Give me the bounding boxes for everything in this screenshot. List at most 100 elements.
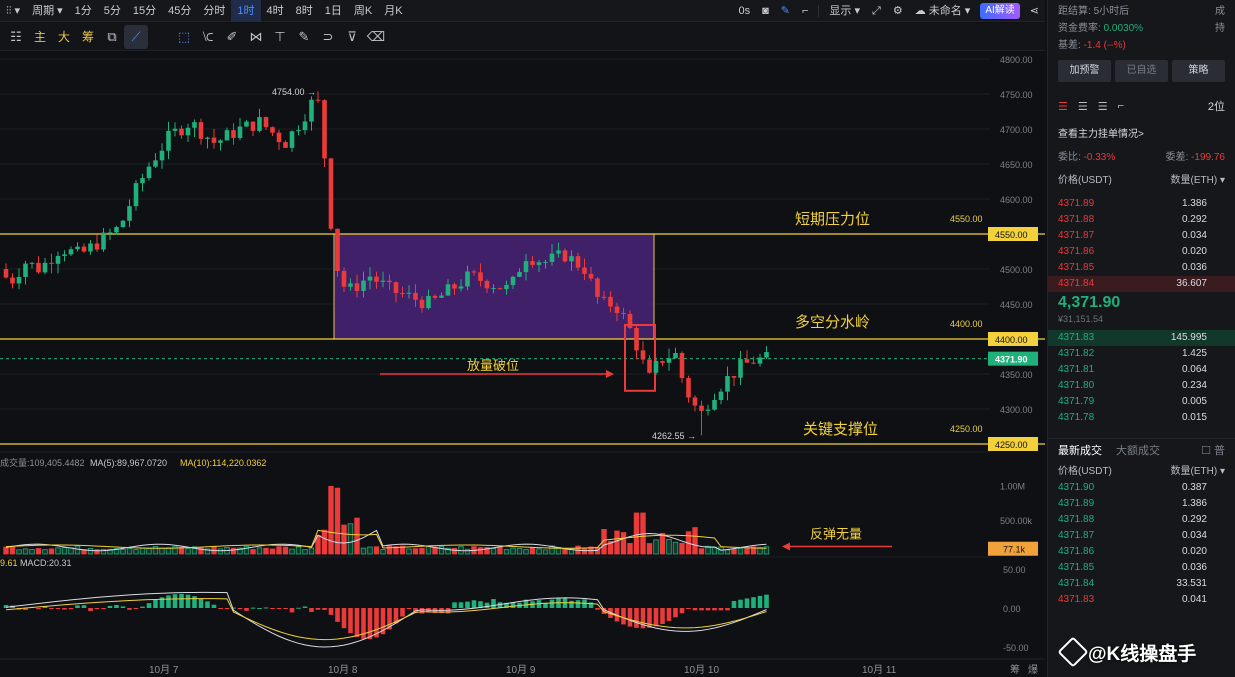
interval-45m[interactable]: 45分	[168, 4, 192, 17]
note-icon[interactable]: ✎	[298, 28, 310, 44]
interval-1mo[interactable]: 月K	[384, 4, 403, 17]
price-tick: 4300.00	[1000, 405, 1033, 415]
trade-row[interactable]: 4371.85 0.036	[1048, 560, 1235, 576]
qty-cell: 33.531	[1176, 578, 1207, 589]
layout-dropdown[interactable]: ☁ 未命名 ▾	[914, 4, 971, 17]
trade-row[interactable]: 4371.84 33.531	[1048, 576, 1235, 592]
ask-row[interactable]: 4371.86 0.020	[1048, 244, 1235, 260]
interval-4h[interactable]: 4时	[266, 4, 284, 17]
candlestick-chart[interactable]: 成交量:109,405.4482 MA(5):89,967.0720 MA(10):…	[0, 52, 1045, 677]
macd-bar	[146, 603, 152, 608]
candle-body	[55, 255, 61, 264]
trendline-icon[interactable]: ⟋	[124, 24, 148, 49]
level-tag	[988, 332, 1038, 346]
view-asks-icon[interactable]: ☰	[1097, 100, 1108, 113]
macd-bar	[68, 608, 74, 610]
ask-row[interactable]: 4371.89 1.386	[1048, 196, 1235, 212]
macd-bar	[75, 605, 80, 608]
indicator-main[interactable]: 主	[33, 30, 46, 44]
normal-checkbox[interactable]: ☐ 普	[1201, 444, 1225, 457]
magnet-icon[interactable]: ⊃	[322, 28, 334, 44]
volume-bar	[276, 546, 282, 555]
fullscreen-icon[interactable]: ⤢	[872, 4, 881, 17]
interval-1m[interactable]: 1分	[74, 4, 92, 17]
candle-body	[738, 359, 743, 378]
brush-icon[interactable]: ✐	[226, 28, 238, 44]
trade-row[interactable]: 4371.89 1.386	[1048, 496, 1235, 512]
qty-cell: 0.387	[1181, 482, 1207, 493]
share-icon[interactable]: ⋖	[1029, 4, 1039, 17]
bid-row[interactable]: 4371.81 0.064	[1048, 362, 1235, 378]
bid-row[interactable]: 4371.82 1.425	[1048, 346, 1235, 362]
interval-15m[interactable]: 15分	[132, 4, 157, 17]
ai-interpret-button[interactable]: AI解读	[980, 2, 1020, 19]
bid-row[interactable]: 4371.80 0.234	[1048, 378, 1235, 394]
normal-label: 普	[1214, 444, 1225, 457]
macd-bar	[406, 608, 412, 610]
bid-row[interactable]: 4371.83 145.995	[1048, 330, 1235, 346]
candle-body	[341, 271, 347, 287]
camera-icon[interactable]: ◙	[762, 4, 769, 17]
date-tick: 10月 7	[149, 664, 179, 676]
pen-icon[interactable]: ✎	[780, 4, 790, 17]
refresh-seconds[interactable]: 0s	[738, 4, 751, 17]
bid-row[interactable]: 4371.78 0.015	[1048, 410, 1235, 426]
interval-5m[interactable]: 5分	[103, 4, 121, 17]
view-bids-icon[interactable]: ☰	[1077, 100, 1088, 113]
macd-bar	[764, 594, 769, 608]
volume-bar	[529, 547, 536, 555]
settings-icon[interactable]: ⚙	[892, 4, 903, 17]
macd-bar	[309, 608, 314, 612]
interval-1h[interactable]: 1时	[231, 0, 261, 22]
main-orders-link[interactable]: 查看主力挂单情况>	[1058, 129, 1144, 140]
asks-list: 4371.89 1.386 4371.88 0.292 4371.87 0.034 4371…	[1048, 196, 1235, 292]
select-icon[interactable]: ⬚	[177, 28, 191, 44]
indicator-large[interactable]: 大	[57, 30, 70, 44]
strategy-button[interactable]: 策略	[1172, 60, 1225, 82]
volume-bar	[87, 548, 94, 555]
interval-1w[interactable]: 周K	[353, 4, 373, 17]
ob-qty-header[interactable]: 数量(ETH) ▾	[1170, 175, 1225, 186]
trade-row[interactable]: 4371.90 0.387	[1048, 480, 1235, 496]
trade-row[interactable]: 4371.88 0.292	[1048, 512, 1235, 528]
chart-type-icon[interactable]: ⫶⫶ ▾	[6, 4, 21, 17]
crop-icon[interactable]: ⌐	[801, 4, 809, 17]
ruler-icon[interactable]: ⟈	[202, 28, 214, 44]
trade-row[interactable]: 4371.83 0.041	[1048, 592, 1235, 608]
volume-bar	[373, 546, 380, 555]
display-dropdown[interactable]: 显示 ▾	[829, 4, 860, 17]
add-alert-button[interactable]: 加预警	[1058, 60, 1111, 82]
ask-row[interactable]: 4371.85 0.036	[1048, 260, 1235, 276]
bid-row[interactable]: 4371.79 0.005	[1048, 394, 1235, 410]
text-icon[interactable]: ⊤	[274, 28, 286, 44]
layout-grid-icon[interactable]: ☷	[10, 28, 22, 44]
price-cell: 4371.85	[1058, 262, 1095, 273]
trade-row[interactable]: 4371.87 0.034	[1048, 528, 1235, 544]
view-compact-icon[interactable]: ⌐	[1117, 100, 1125, 112]
volume-bar	[354, 517, 360, 555]
trade-row[interactable]: 4371.86 0.020	[1048, 544, 1235, 560]
price-cell: 4371.86	[1058, 546, 1095, 557]
ask-row[interactable]: 4371.88 0.292	[1048, 212, 1235, 228]
volume-bar	[445, 547, 451, 555]
pattern-icon[interactable]: ⋈	[249, 28, 263, 44]
interval-timeshare[interactable]: 分时	[203, 4, 226, 17]
tab-latest-trades[interactable]: 最新成交	[1058, 444, 1102, 457]
ask-row[interactable]: 4371.87 0.034	[1048, 228, 1235, 244]
trash-icon[interactable]: ⌫	[366, 28, 386, 44]
tab-large-trades[interactable]: 大额成交	[1116, 444, 1160, 457]
compare-icon[interactable]: ⧉	[107, 28, 117, 44]
chart-area[interactable]: 成交量:109,405.4482 MA(5):89,967.0720 MA(10):…	[0, 52, 1045, 677]
interval-1d[interactable]: 1日	[324, 4, 342, 17]
watchlist-button[interactable]: 已自选	[1115, 60, 1168, 82]
view-both-icon[interactable]: ☰	[1058, 100, 1068, 113]
period-dropdown[interactable]: 周期 ▾	[32, 4, 63, 17]
tr-qty-header[interactable]: 数量(ETH) ▾	[1170, 466, 1225, 477]
indicator-chips[interactable]: 筹	[81, 30, 94, 44]
depth-dropdown[interactable]: 2位	[1207, 101, 1225, 113]
filter-icon[interactable]: ⊽	[347, 28, 357, 44]
interval-8h[interactable]: 8时	[295, 4, 313, 17]
ask-row[interactable]: 4371.84 36.607	[1048, 276, 1235, 292]
volume-bar	[185, 548, 191, 555]
candle-body	[718, 391, 724, 400]
